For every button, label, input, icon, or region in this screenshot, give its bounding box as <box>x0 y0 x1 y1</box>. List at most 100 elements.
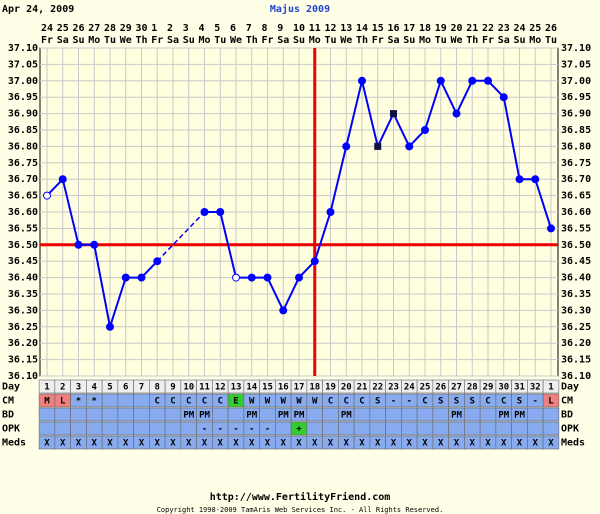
temp-point <box>468 76 477 85</box>
y-tick-label: 36.95 <box>8 92 38 103</box>
date-label: 22 <box>482 23 494 34</box>
weekday-label: We <box>340 35 352 46</box>
y-tick-label: 36.55 <box>8 223 38 234</box>
row-cell-text: W <box>265 397 271 407</box>
row-cell-text: 26 <box>435 383 446 393</box>
row-cell-text: X <box>60 439 66 449</box>
row-cell <box>275 421 292 436</box>
date-label: 4 <box>199 23 205 34</box>
row-cell-text: PM <box>199 411 210 421</box>
row-cell-text: C <box>202 397 207 407</box>
row-cell-text: 27 <box>451 383 462 393</box>
y-tick-label: 36.35 <box>8 289 38 300</box>
row-cell <box>306 421 323 436</box>
row-cell <box>464 407 481 422</box>
temp-point <box>106 322 114 331</box>
weekday-label: Sa <box>388 35 400 46</box>
row-cell <box>479 407 497 422</box>
row-cell <box>322 421 339 436</box>
row-cell <box>542 407 560 422</box>
row-cell-text: C <box>344 397 349 407</box>
date-label: 16 <box>388 23 400 34</box>
y-tick-label: 36.85 <box>8 125 38 136</box>
row-cell-text: W <box>249 397 255 407</box>
chart-title: Majus 2009 <box>270 3 330 15</box>
row-cell-text: - <box>249 425 254 435</box>
gap-bridge <box>156 211 206 262</box>
row-cell-text: 19 <box>325 383 336 393</box>
row-cell-text: C <box>359 397 364 407</box>
row-cell-text: C <box>501 397 506 407</box>
date-label: 26 <box>545 23 557 34</box>
y-tick-label: 36.45 <box>561 256 591 267</box>
weekday-label: Su <box>514 35 526 46</box>
y-tick-label: 36.15 <box>8 355 38 366</box>
row-cell-text: 25 <box>420 383 431 393</box>
y-tick-label: 36.95 <box>561 92 591 103</box>
row-label: OPK <box>561 424 579 435</box>
row-cell-text: - <box>391 397 396 407</box>
weekday-label: Tu <box>325 35 337 46</box>
row-cell <box>511 421 528 436</box>
date-label: 1 <box>151 23 157 34</box>
weekday-label: Sa <box>498 35 510 46</box>
y-tick-label: 36.75 <box>8 158 38 169</box>
y-tick-label: 36.50 <box>561 240 591 251</box>
y-tick-label: 36.45 <box>8 256 38 267</box>
row-cell-text: X <box>155 439 161 449</box>
row-cell-text: - <box>533 397 538 407</box>
row-cell-text: 18 <box>309 383 320 393</box>
row-cell-text: 22 <box>372 383 383 393</box>
row-cell <box>448 421 465 436</box>
y-tick-label: 36.55 <box>561 223 591 234</box>
row-cell-text: - <box>218 425 223 435</box>
row-label: Day <box>561 382 579 393</box>
weekday-label: Fr <box>41 35 53 46</box>
row-cell-text: X <box>344 439 350 449</box>
row-cell <box>432 421 449 436</box>
y-tick-label: 37.00 <box>8 76 38 87</box>
row-cell <box>432 407 449 422</box>
temp-point <box>421 126 429 134</box>
temp-point <box>200 208 209 216</box>
row-cell <box>101 407 119 422</box>
row-cell <box>464 421 481 436</box>
weekday-label: Sa <box>57 35 69 46</box>
row-cell <box>401 407 418 422</box>
temp-point <box>547 224 555 233</box>
temp-point <box>390 110 397 118</box>
row-cell-text: S <box>470 397 475 407</box>
weekday-label: Tu <box>435 35 447 46</box>
row-cell-text: 5 <box>107 383 112 393</box>
date-label: 13 <box>340 23 352 34</box>
row-cell-text: X <box>76 439 82 449</box>
row-cell-text: X <box>218 439 224 449</box>
row-cell-text: X <box>139 439 145 449</box>
row-cell <box>86 421 103 436</box>
row-cell-text: 2 <box>60 383 65 393</box>
temp-point <box>121 273 130 282</box>
weekday-label: Fr <box>482 35 494 46</box>
row-cell-text: + <box>296 425 302 435</box>
row-cell-text: S <box>454 397 459 407</box>
row-label: BD <box>2 410 14 421</box>
temp-point <box>263 273 272 282</box>
date-label: Apr 24, 2009 <box>2 4 74 15</box>
temp-point <box>436 76 445 85</box>
row-cell-text: 14 <box>246 383 257 393</box>
date-label: 12 <box>325 23 337 34</box>
y-tick-label: 36.50 <box>8 240 38 251</box>
row-cell <box>527 421 544 436</box>
row-cell-text: 23 <box>388 383 399 393</box>
temp-point <box>153 257 162 266</box>
y-tick-label: 36.70 <box>8 174 38 185</box>
row-cell <box>495 421 512 436</box>
temp-point <box>279 306 288 315</box>
row-cell-text: S <box>375 397 380 407</box>
row-cell <box>542 421 560 436</box>
row-cell-text: - <box>265 425 270 435</box>
row-cell <box>542 393 560 408</box>
row-cell-text: 3 <box>76 383 81 393</box>
y-tick-label: 36.60 <box>561 207 591 218</box>
row-cell-text: X <box>470 439 476 449</box>
